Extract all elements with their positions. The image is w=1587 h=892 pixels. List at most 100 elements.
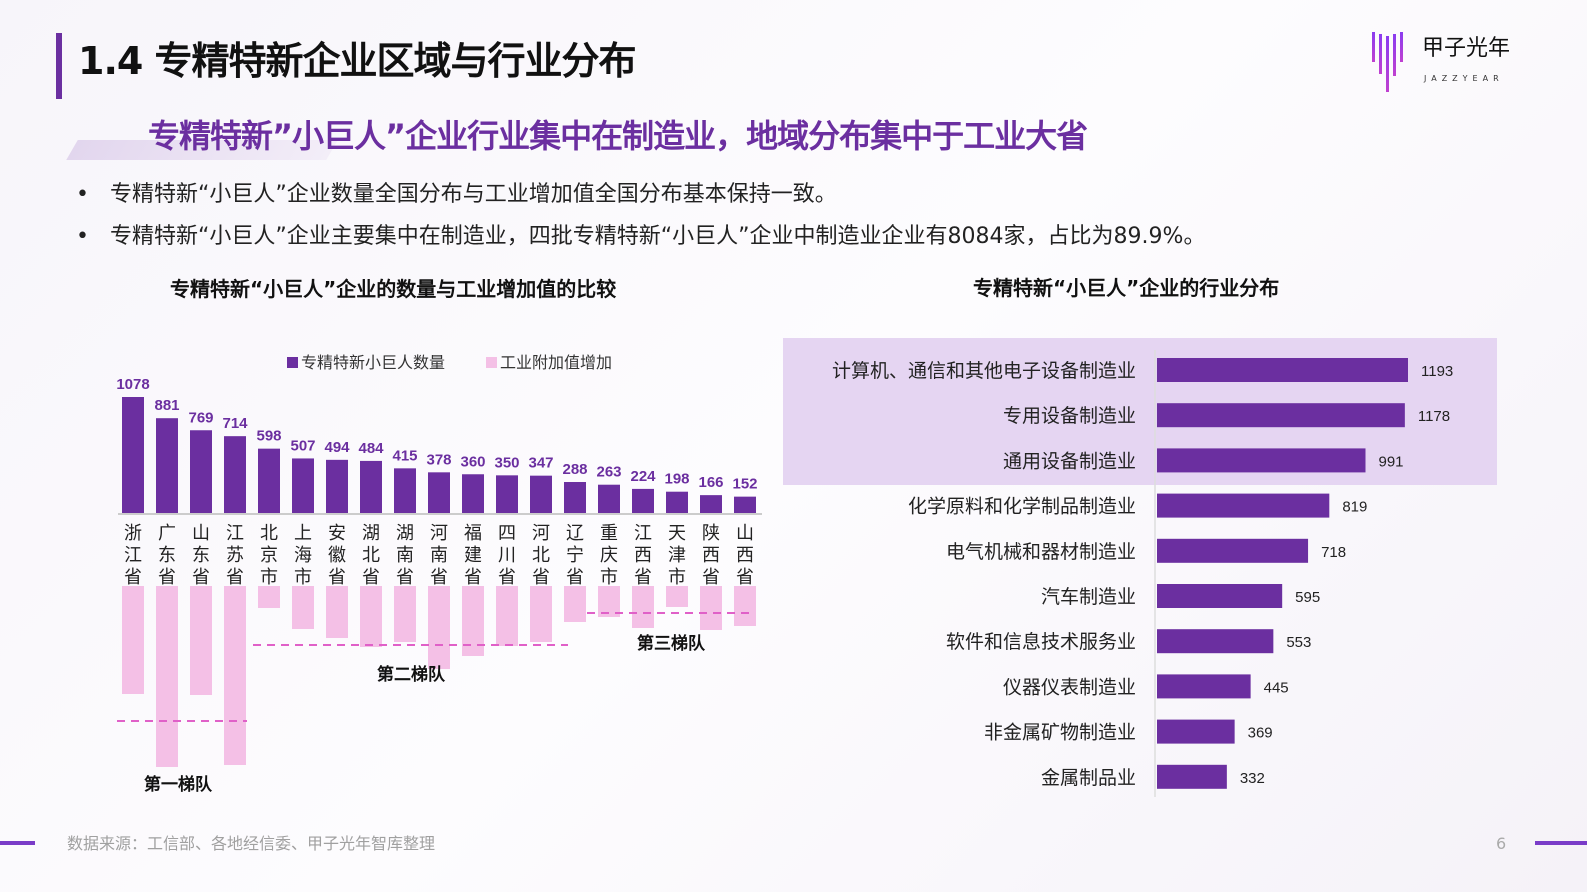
bar <box>1157 448 1366 473</box>
bar-count <box>496 475 518 513</box>
category-label: 通用设备制造业 <box>1003 450 1136 472</box>
bar-count <box>734 496 756 513</box>
bar-value-added <box>496 586 518 646</box>
bar-count <box>190 430 212 513</box>
bar-value-added <box>394 586 416 642</box>
bar-value-added <box>700 586 722 630</box>
category-label: 江苏省 <box>226 523 244 588</box>
tier-label: 第二梯队 <box>377 664 446 685</box>
bar-count <box>292 458 314 513</box>
legend-swatch <box>287 357 298 368</box>
category-label: 江西省 <box>634 523 652 588</box>
bar-count <box>598 484 620 513</box>
category-label: 河北省 <box>532 523 550 588</box>
bar-count <box>156 418 178 513</box>
bar-count <box>462 474 484 513</box>
bullet-text: 专精特新“小巨人”企业数量全国分布与工业增加值全国分布基本保持一致。 <box>109 182 837 207</box>
category-label: 汽车制造业 <box>1041 586 1136 608</box>
bar-value-added <box>734 586 756 626</box>
category-label: 福建省 <box>464 523 482 588</box>
bar-value-label: 595 <box>1295 589 1320 606</box>
category-label: 重庆市 <box>600 523 618 588</box>
bar-value-label: 769 <box>188 409 213 426</box>
bar-value-label: 360 <box>460 453 485 470</box>
bar-value-label: 553 <box>1286 634 1311 651</box>
subtitle: 专精特新”小巨人”企业行业集中在制造业，地域分布集中于工业大省 <box>148 117 1088 155</box>
bar-value-label: 152 <box>732 476 757 493</box>
legend-label: 专精特新小巨人数量 <box>301 353 446 372</box>
page-number: 6 <box>1496 834 1507 853</box>
category-label: 计算机、通信和其他电子设备制造业 <box>832 360 1136 382</box>
bar-value-added <box>564 586 586 622</box>
bar-value-label: 881 <box>154 397 179 414</box>
category-label: 陕西省 <box>702 523 720 588</box>
category-label: 湖北省 <box>362 523 380 588</box>
bar-value-label: 415 <box>392 447 417 464</box>
category-label: 辽宁省 <box>566 523 584 588</box>
bar-count <box>666 491 688 513</box>
bar-value-label: 369 <box>1248 725 1273 742</box>
bar-count <box>360 460 382 513</box>
bar-value-added <box>224 586 246 765</box>
bar-value-added <box>360 586 382 647</box>
bar-value-label: 819 <box>1342 499 1367 516</box>
category-label: 金属制品业 <box>1041 767 1136 789</box>
category-label: 浙江省 <box>124 523 142 588</box>
bar-value-added <box>326 586 348 638</box>
tier-label: 第三梯队 <box>637 633 706 654</box>
bar-value-label: 718 <box>1321 544 1346 561</box>
bar-value-label: 1193 <box>1421 363 1453 380</box>
bar-count <box>224 436 246 513</box>
bar <box>1157 584 1283 608</box>
chart2-title: 专精特新“小巨人”企业的行业分布 <box>973 276 1280 300</box>
bar-count <box>564 482 586 513</box>
bar <box>1157 719 1235 744</box>
category-label: 天津市 <box>668 523 686 588</box>
bar-value-label: 332 <box>1240 770 1265 787</box>
bar-count <box>530 475 552 513</box>
logo-subtext: JAZZYEAR <box>1424 74 1504 83</box>
bar-value-added <box>666 586 688 607</box>
bar-value-label: 507 <box>290 437 315 454</box>
bar-count <box>394 468 416 513</box>
highlight-box <box>783 338 1497 485</box>
bar-value-added <box>258 586 280 608</box>
bar-value-label: 288 <box>562 461 587 478</box>
bullet-text: 专精特新“小巨人”企业主要集中在制造业，四批专精特新“小巨人”企业中制造业企业有… <box>109 224 1206 249</box>
bar <box>1157 764 1227 789</box>
bar-value-added <box>156 586 178 767</box>
category-label: 广东省 <box>158 523 176 588</box>
legend-item-count: 专精特新小巨人数量 <box>287 353 446 372</box>
bar-value-added <box>122 586 144 694</box>
category-label: 四川省 <box>498 523 516 588</box>
category-label: 电气机械和器材制造业 <box>946 541 1136 563</box>
bar-count <box>632 488 654 513</box>
bar <box>1157 629 1274 654</box>
category-label: 上海市 <box>294 523 312 588</box>
bar-value-label: 1078 <box>116 376 149 393</box>
bar-value-label: 494 <box>324 439 350 456</box>
legend-swatch <box>486 357 497 368</box>
jazzyear-logo: 甲子光年 JAZZYEAR <box>1370 28 1530 104</box>
category-label: 湖南省 <box>396 523 414 588</box>
logo-text: 甲子光年 <box>1422 36 1511 61</box>
category-label: 北京市 <box>260 523 278 588</box>
bar <box>1157 538 1309 563</box>
bar-value-added <box>632 586 654 628</box>
page-title: 1.4 专精特新企业区域与行业分布 <box>78 39 637 83</box>
source-note: 数据来源：工信部、各地经信委、甲子光年智库整理 <box>67 834 436 853</box>
category-label: 仪器仪表制造业 <box>1003 676 1136 698</box>
bar-value-added <box>292 586 314 629</box>
bar-value-label: 378 <box>426 451 451 468</box>
bar-value-added <box>428 586 450 669</box>
bar-value-added <box>190 586 212 695</box>
bar-value-label: 166 <box>698 474 723 491</box>
bullet-2: • 专精特新“小巨人”企业主要集中在制造业，四批专精特新“小巨人”企业中制造业企… <box>76 224 1206 249</box>
bar-value-label: 198 <box>664 471 689 488</box>
bar-value-label: 263 <box>596 464 621 481</box>
bar <box>1157 674 1251 699</box>
tier-label: 第一梯队 <box>144 774 213 795</box>
chart1-title: 专精特新“小巨人”企业的数量与工业增加值的比较 <box>170 277 617 301</box>
bar-value-added <box>530 586 552 642</box>
category-label: 软件和信息技术服务业 <box>946 631 1136 653</box>
